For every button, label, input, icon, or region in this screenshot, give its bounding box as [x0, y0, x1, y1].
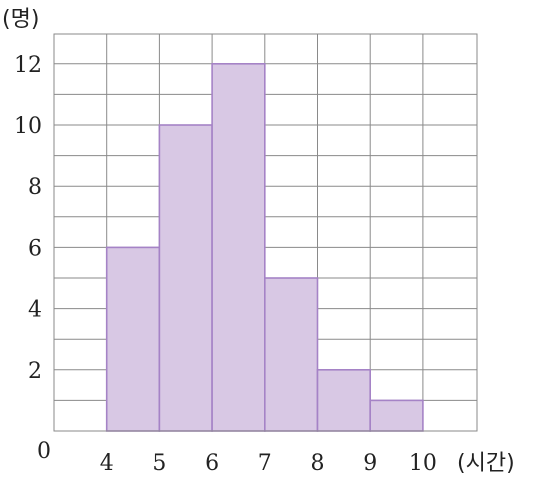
x-tick-label: 6	[205, 451, 219, 476]
y-tick-label: 12	[14, 53, 42, 78]
y-tick-label: 10	[14, 114, 42, 139]
x-tick-label: 4	[100, 451, 114, 476]
x-tick-labels: 4 5 6 7 8 9 10	[100, 451, 437, 476]
histogram-bar	[316, 368, 372, 432]
histogram-bar	[158, 124, 213, 432]
y-tick-label: 6	[28, 236, 42, 261]
x-tick-label: 10	[409, 451, 437, 476]
bars	[105, 62, 424, 432]
x-axis-unit: (시간)	[457, 451, 515, 476]
histogram-bar	[369, 399, 424, 432]
histogram-bar	[105, 246, 161, 432]
y-axis-unit: (명)	[2, 7, 39, 32]
histogram-bar	[263, 277, 319, 432]
x-tick-label: 7	[258, 451, 272, 476]
x-tick-label: 8	[311, 451, 325, 476]
y-tick-label: 2	[28, 359, 42, 384]
plot-frame	[53, 33, 478, 432]
y-tick-label: 4	[28, 298, 42, 323]
histogram-bar	[211, 62, 266, 432]
origin-label: 0	[37, 439, 51, 464]
x-tick-label: 9	[363, 451, 377, 476]
y-tick-labels: 2 4 6 8 10 12	[14, 53, 42, 384]
y-tick-label: 8	[28, 175, 42, 200]
x-tick-label: 5	[152, 451, 166, 476]
